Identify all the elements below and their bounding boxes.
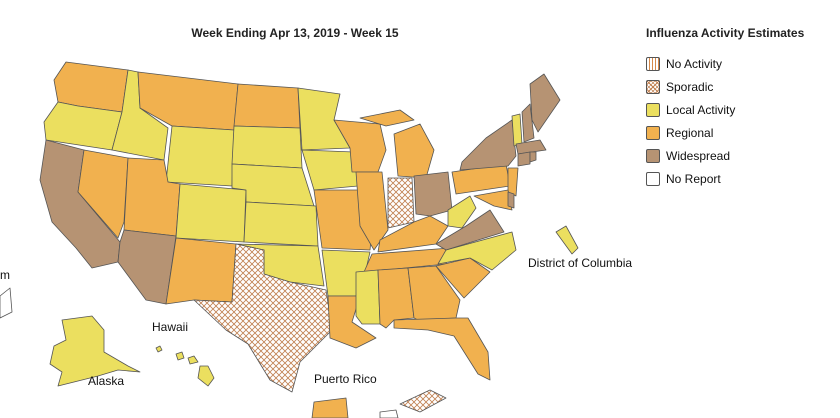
- map-title: Week Ending Apr 13, 2019 - Week 15: [191, 26, 399, 40]
- state-south-carolina: [435, 257, 491, 299]
- state-ohio: [413, 171, 453, 217]
- no-activity-swatch: [646, 56, 660, 71]
- state-minnesota: [297, 87, 351, 151]
- dc-label: District of Columbia: [528, 256, 633, 270]
- territory-islands-bottom: [379, 409, 399, 418]
- state-connecticut: [517, 151, 531, 167]
- state-wyoming: [165, 125, 235, 187]
- regional-swatch: [646, 125, 660, 140]
- state-nevada: [77, 149, 129, 239]
- state-texas: [193, 243, 333, 393]
- legend-item-no-activity: No Activity: [646, 52, 836, 75]
- state-south-dakota: [231, 125, 303, 169]
- legend-title: Influenza Activity Estimates: [646, 26, 805, 40]
- state-hawaii-3: [197, 365, 215, 387]
- puerto-rico-label: Puerto Rico: [314, 372, 377, 386]
- legend-label: No Activity: [666, 56, 723, 71]
- sporadic-swatch: [646, 79, 660, 94]
- legend-label: No Report: [666, 171, 721, 186]
- state-florida: [393, 317, 491, 381]
- state-indiana: [387, 177, 415, 229]
- state-alabama: [377, 267, 415, 329]
- state-delaware: [507, 191, 515, 209]
- legend-item-widespread: Widespread: [646, 144, 836, 167]
- state-new-mexico: [165, 237, 237, 305]
- state-alaska: [49, 315, 141, 387]
- state-maryland: [473, 189, 513, 211]
- state-north-dakota: [233, 83, 301, 129]
- state-new-jersey: [507, 167, 519, 197]
- state-mississippi: [355, 269, 381, 325]
- legend-label: Widespread: [666, 148, 731, 163]
- local-swatch: [646, 102, 660, 117]
- state-hawaii-4: [155, 345, 163, 353]
- widespread-swatch: [646, 148, 660, 163]
- state-iowa: [301, 149, 359, 191]
- state-michigan-upper: [359, 109, 415, 127]
- state-hawaii-2: [187, 355, 199, 365]
- state-hawaii-1: [175, 351, 185, 361]
- state-new-york: [459, 119, 517, 171]
- state-rhode-island: [529, 151, 537, 163]
- no-report-swatch: [646, 171, 660, 186]
- legend-label: Local Activity: [666, 102, 736, 117]
- state-virginia: [435, 209, 505, 251]
- state-north-carolina: [437, 231, 517, 271]
- legend-item-no-report: No Report: [646, 167, 836, 190]
- territory-guam-edge: [0, 287, 13, 319]
- state-colorado: [175, 183, 247, 243]
- legend-label: Regional: [666, 125, 714, 140]
- guam-label: m: [0, 268, 10, 282]
- territory-puerto-rico: [311, 397, 349, 418]
- hawaii-label: Hawaii: [152, 320, 189, 334]
- territory-usvi: [399, 389, 447, 413]
- state-massachusetts: [515, 139, 547, 155]
- state-maine: [529, 73, 561, 133]
- alaska-label: Alaska: [88, 374, 125, 388]
- state-michigan: [393, 123, 435, 179]
- legend: Influenza Activity Estimates No Activity…: [646, 26, 836, 190]
- state-new-hampshire: [521, 103, 535, 143]
- legend-item-regional: Regional: [646, 121, 836, 144]
- legend-item-sporadic: Sporadic: [646, 75, 836, 98]
- state-vermont: [511, 113, 523, 147]
- state-west-virginia: [447, 195, 477, 229]
- legend-label: Sporadic: [666, 79, 714, 94]
- dc-marker: [555, 225, 579, 255]
- legend-item-local: Local Activity: [646, 98, 836, 121]
- state-kansas: [243, 201, 319, 247]
